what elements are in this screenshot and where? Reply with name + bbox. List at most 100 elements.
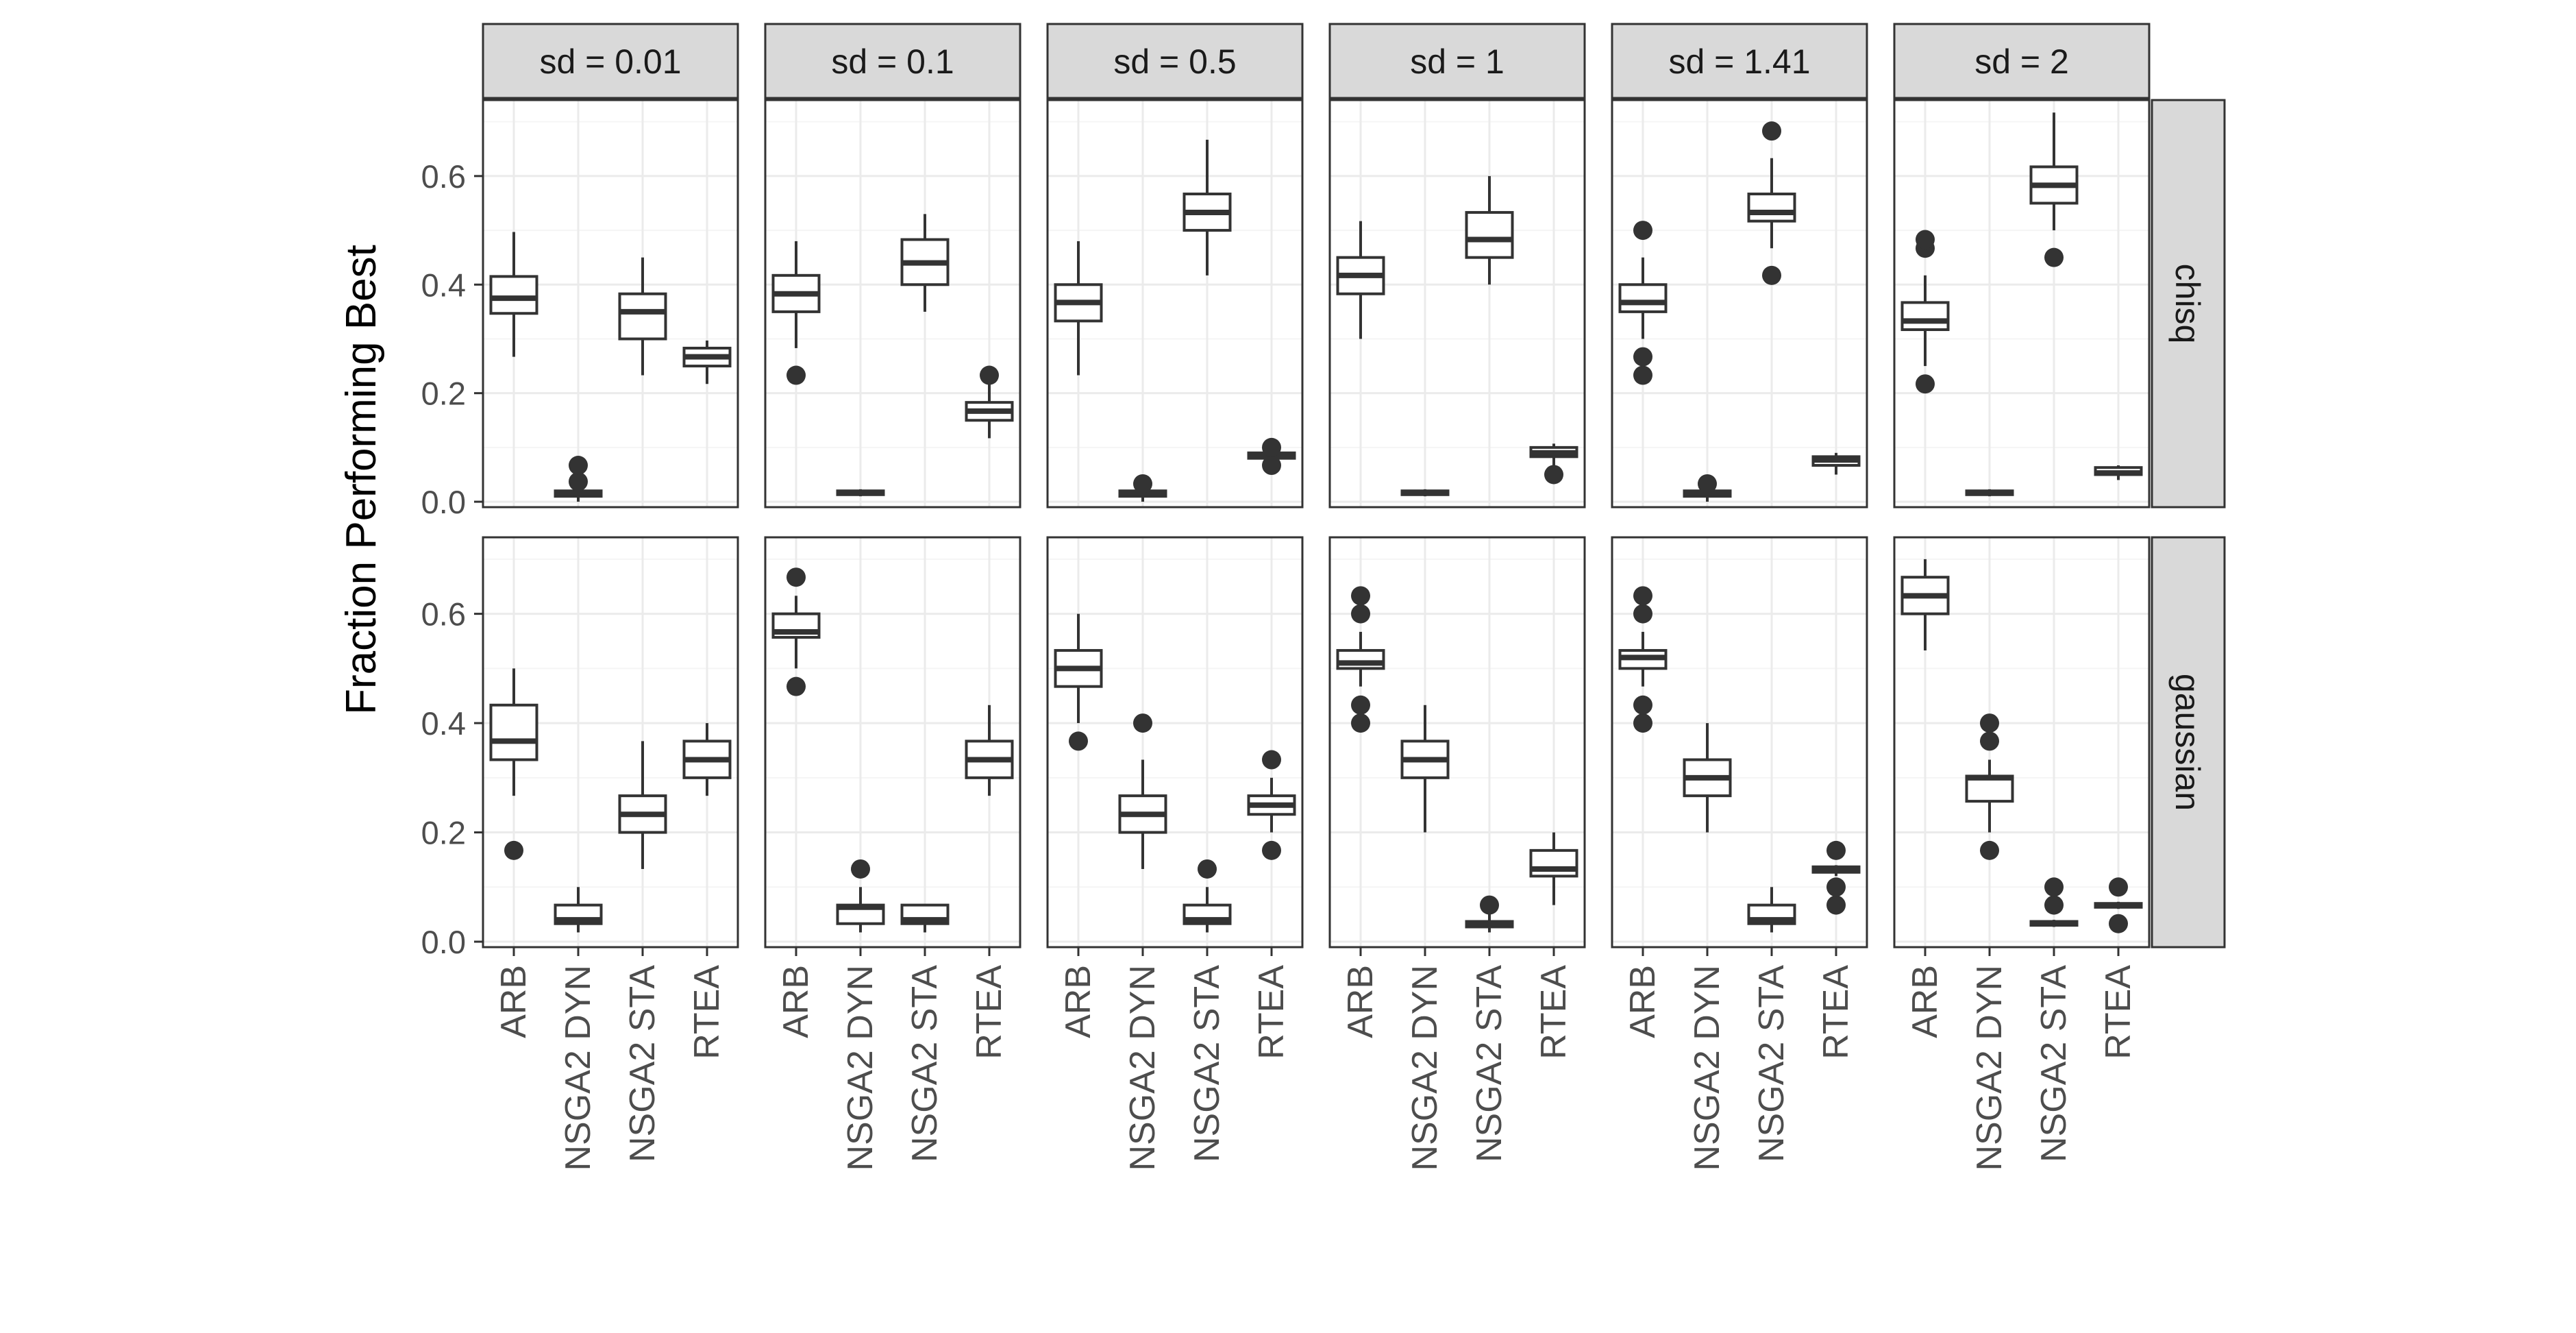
panel-border — [1893, 99, 2151, 509]
outlier-point — [1262, 840, 1281, 860]
outlier-point — [1351, 604, 1370, 624]
outlier-point — [1980, 731, 1999, 751]
x-tick-label: NSGA2 DYN — [1405, 965, 1445, 1171]
box-arb — [771, 567, 821, 696]
marks-layer — [489, 112, 2143, 933]
box-nsga2-dyn — [1118, 474, 1167, 502]
x-tick-label: RTEA — [687, 965, 727, 1060]
panel-gaussian-sd-1 — [1336, 586, 1578, 933]
outlier-point — [1980, 713, 1999, 733]
outlier-point — [1544, 465, 1563, 485]
panel-chisq-sd-0-1 — [771, 214, 1014, 497]
x-tick-label: NSGA2 DYN — [841, 965, 880, 1171]
box-rtea — [2094, 877, 2143, 933]
box-nsga2-dyn — [1400, 705, 1450, 833]
x-tick-label: NSGA2 DYN — [1687, 965, 1727, 1171]
box-rtea — [682, 723, 732, 796]
box-arb — [1900, 230, 1950, 394]
box-rtea — [1529, 443, 1578, 485]
panel-chisq-sd-2 — [1900, 112, 2143, 497]
box-nsga2-dyn — [836, 489, 885, 497]
box-nsga2-sta — [2029, 112, 2079, 267]
outlier-point — [787, 567, 806, 587]
iqr-box — [489, 703, 538, 761]
panel-chisq-sd-1 — [1336, 175, 1578, 497]
facet-strip-sd-0-5 — [1046, 23, 1304, 99]
panel-border — [1046, 536, 1304, 949]
y-tick-label: 0.0 — [421, 924, 466, 960]
facet-strip-label: sd = 1.41 — [1668, 42, 1810, 81]
iqr-box — [1529, 848, 1578, 878]
outlier-point — [1351, 695, 1370, 715]
box-nsga2-dyn — [554, 456, 603, 502]
outlier-point — [1351, 586, 1370, 606]
facet-strip-label: sd = 2 — [1974, 42, 2069, 81]
outlier-point — [1480, 895, 1499, 915]
panel-background — [1330, 537, 1585, 947]
box-rtea — [965, 365, 1014, 439]
box-rtea — [2094, 465, 2143, 480]
box-nsga2-dyn — [1118, 713, 1167, 869]
box-nsga2-sta — [900, 214, 950, 312]
box-arb — [489, 668, 538, 860]
text-layer: sd = 0.01 sd = 0.1 sd = 0.5 sd = 1 sd = 1.41… — [421, 42, 2207, 1171]
row-strip-label: chisq — [2168, 264, 2207, 344]
x-tick-label: NSGA2 DYN — [558, 965, 598, 1171]
facet-strip-label: sd = 0.1 — [831, 42, 954, 81]
panel-border — [1046, 99, 1304, 509]
x-tick-label: ARB — [1623, 965, 1663, 1038]
box-nsga2-sta — [1747, 887, 1796, 933]
box-nsga2-sta — [1465, 175, 1514, 285]
outlier-point — [980, 365, 999, 385]
x-tick-label: RTEA — [1816, 965, 1856, 1060]
box-nsga2-sta — [1747, 121, 1796, 285]
outlier-point — [1069, 731, 1088, 751]
x-tick-label: RTEA — [969, 965, 1009, 1060]
outlier-point — [1633, 586, 1652, 606]
outlier-point — [1633, 365, 1652, 385]
iqr-box — [618, 292, 667, 341]
box-nsga2-sta — [2029, 877, 2079, 927]
y-tick-label: 0.4 — [421, 705, 466, 742]
facet-strip-sd-0-01 — [482, 23, 739, 99]
iqr-box — [1465, 210, 1514, 259]
x-tick-label: ARB — [776, 965, 816, 1038]
outlier-point — [1262, 750, 1281, 770]
outlier-point — [1133, 474, 1152, 493]
box-rtea — [1247, 437, 1296, 476]
panel-border — [1893, 536, 2151, 949]
outlier-point — [1762, 265, 1781, 285]
outlier-point — [2044, 247, 2064, 267]
box-arb — [1618, 586, 1668, 733]
outlier-point — [1262, 437, 1281, 457]
outlier-point — [787, 365, 806, 385]
panel-border — [1611, 99, 1868, 509]
outlier-point — [1633, 221, 1652, 241]
outlier-point — [1980, 840, 1999, 860]
box-rtea — [1811, 840, 1861, 915]
x-tick-label: NSGA2 DYN — [1123, 965, 1163, 1171]
facet-strip-sd-1-41 — [1611, 23, 1868, 99]
panel-gaussian-sd-0-1 — [771, 567, 1014, 933]
outlier-point — [569, 472, 588, 491]
iqr-box — [1618, 283, 1668, 313]
iqr-box — [1747, 193, 1796, 223]
box-rtea — [965, 705, 1014, 796]
outlier-point — [1633, 713, 1652, 733]
panel-border — [1328, 99, 1586, 509]
facet-strip-label: sd = 0.5 — [1113, 42, 1236, 81]
box-nsga2-dyn — [1965, 713, 2014, 860]
x-tick-label: NSGA2 STA — [623, 965, 662, 1162]
panel-chisq-sd-1-41 — [1618, 121, 1861, 502]
x-tick-label: ARB — [1341, 965, 1380, 1038]
panel-gaussian-sd-0-5 — [1054, 613, 1296, 933]
panel-border — [482, 536, 739, 949]
box-nsga2-dyn — [554, 887, 603, 933]
box-arb — [489, 232, 538, 357]
panel-gaussian-sd-0-01 — [489, 668, 732, 933]
y-axis-title: Fraction Performing Best — [338, 245, 385, 715]
box-nsga2-sta — [900, 903, 950, 933]
box-nsga2-sta — [1182, 139, 1232, 276]
